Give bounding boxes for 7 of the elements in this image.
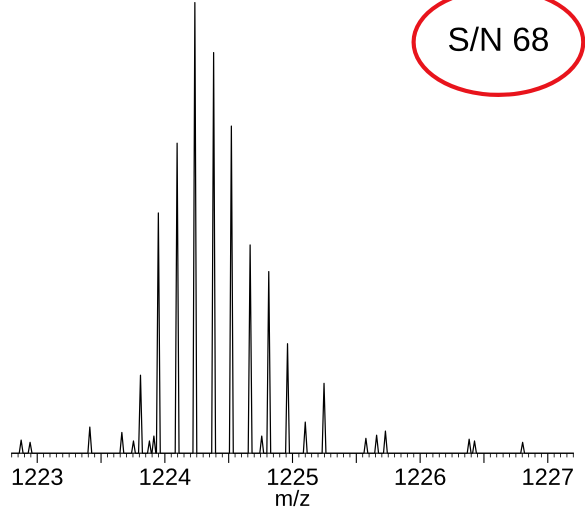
- x-axis-title: m/z: [276, 490, 310, 506]
- annotation: S/N 68: [448, 26, 548, 52]
- x-tick-label: 1224: [140, 468, 190, 485]
- x-tick-label: 1225: [268, 468, 318, 486]
- x-tick-label: 1223: [12, 468, 62, 486]
- x-tick-label: 1227: [523, 468, 573, 485]
- x-tick-label: 1226: [396, 468, 446, 486]
